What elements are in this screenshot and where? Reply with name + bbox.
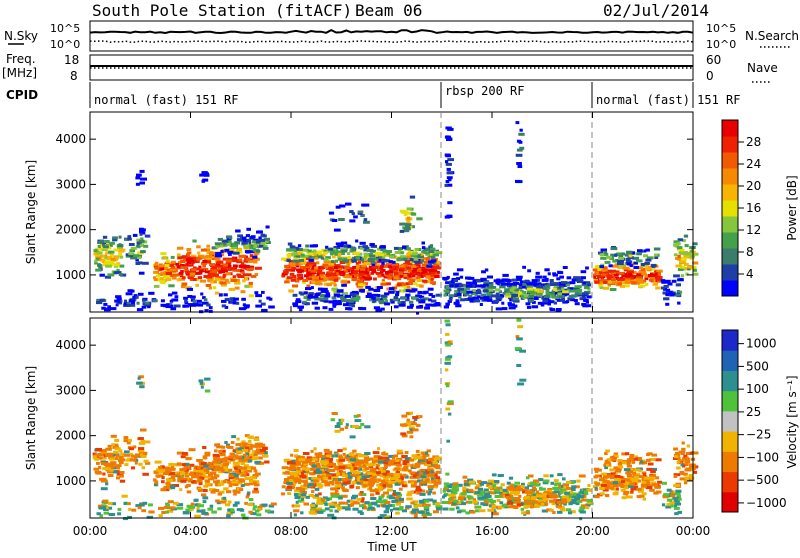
- nsearch-series-line: [90, 41, 693, 42]
- velocity-y-label: Slant Range [km]: [24, 366, 38, 470]
- y-tick-label: 3000: [55, 177, 86, 191]
- power-colorbar: 4 8 12 16 20 24 28 Power [dB]: [722, 120, 799, 297]
- nsearch-tick-top: 10^5: [706, 22, 736, 35]
- nsky-label: N.Sky: [4, 29, 38, 43]
- station-title: South Pole Station (fitACF): [92, 1, 352, 20]
- colorbar-swatch: [722, 472, 738, 493]
- colorbar-tick-label: 25: [746, 405, 761, 419]
- x-axis-label: Time UT: [366, 540, 417, 554]
- y-tick-label: 2000: [55, 223, 86, 237]
- colorbar-swatch: [722, 370, 738, 391]
- cpid-segment-2: rbsp 200 RF: [445, 84, 524, 98]
- velocity-colorbar-label: Velocity [m s⁻¹]: [785, 375, 799, 468]
- colorbar-swatch: [722, 492, 738, 513]
- x-tick-label: 12:00: [374, 524, 409, 538]
- colorbar-swatch: [722, 200, 738, 217]
- colorbar-tick-label: −25: [746, 428, 771, 442]
- colorbar-tick-label: 20: [746, 179, 761, 193]
- colorbar-tick-label: 500: [746, 359, 769, 373]
- x-tick-label: 08:00: [274, 524, 309, 538]
- beam-label: Beam 06: [355, 1, 422, 20]
- colorbar-tick-label: 24: [746, 157, 761, 171]
- colorbar-swatch: [722, 330, 738, 351]
- colorbar-swatch: [722, 264, 738, 281]
- x-tick-label: 04:00: [173, 524, 208, 538]
- x-tick-label: 20:00: [575, 524, 610, 538]
- colorbar-swatch: [722, 136, 738, 153]
- colorbar-swatch: [722, 152, 738, 169]
- freq-tick-top: 18: [64, 53, 79, 67]
- nsky-tick-top: 10^5: [50, 22, 80, 35]
- nsearch-tick-bottom: 10^0: [706, 38, 736, 51]
- x-tick-label: 16:00: [475, 524, 510, 538]
- y-tick-label: 4000: [55, 338, 86, 352]
- cpid-label: CPID: [6, 88, 38, 102]
- colorbar-tick-label: 1000: [746, 337, 777, 351]
- freq-panel: Freq. [MHz] 18 8 60 0 Nave: [2, 52, 778, 83]
- y-tick-label: 1000: [55, 268, 86, 282]
- y-tick-label: 2000: [55, 429, 86, 443]
- colorbar-tick-label: −500: [746, 473, 779, 487]
- colorbar-swatch: [722, 280, 738, 297]
- y-tick-label: 1000: [55, 474, 86, 488]
- colorbar-swatch: [722, 120, 738, 137]
- colorbar-tick-label: 12: [746, 223, 761, 237]
- y-tick-label: 3000: [55, 383, 86, 397]
- nave-label: Nave: [747, 61, 778, 75]
- nsky-panel: N.Sky 10^5 10^0 10^5 10^0 N.Search: [4, 21, 799, 51]
- colorbar-tick-label: 28: [746, 135, 761, 149]
- nave-tick-top: 60: [706, 53, 721, 67]
- power-y-label: Slant Range [km]: [24, 160, 38, 264]
- colorbar-tick-label: 8: [746, 245, 754, 259]
- nsearch-label: N.Search: [745, 29, 799, 43]
- colorbar-swatch: [722, 232, 738, 249]
- nsky-tick-bottom: 10^0: [50, 38, 80, 51]
- date-label: 02/Jul/2014: [603, 1, 709, 20]
- freq-unit: [MHz]: [2, 66, 37, 80]
- cpid-segment-3: normal (fast) 151 RF: [596, 93, 741, 107]
- velocity-scatter-data: [93, 319, 699, 521]
- colorbar-swatch: [722, 184, 738, 201]
- freq-tick-bottom: 8: [70, 69, 78, 83]
- colorbar-swatch: [722, 168, 738, 185]
- colorbar-tick-label: −100: [746, 450, 779, 464]
- power-scatter-data: [93, 121, 698, 315]
- power-colorbar-label: Power [dB]: [785, 175, 799, 240]
- colorbar-swatch: [722, 216, 738, 233]
- nave-tick-bottom: 0: [706, 69, 714, 83]
- colorbar-swatch: [722, 350, 738, 371]
- colorbar-swatch: [722, 411, 738, 432]
- colorbar-swatch: [722, 391, 738, 412]
- x-tick-label: 00:00: [676, 524, 711, 538]
- cpid-segment-1: normal (fast) 151 RF: [94, 93, 239, 107]
- freq-label: Freq.: [6, 52, 36, 66]
- power-panel: 1000 2000 3000 4000 Slant Range [km]: [24, 112, 698, 315]
- colorbar-swatch: [722, 431, 738, 452]
- colorbar-tick-label: 100: [746, 382, 769, 396]
- colorbar-tick-label: 16: [746, 201, 761, 215]
- colorbar-tick-label: −1000: [746, 496, 787, 510]
- nsky-series-line: [90, 30, 693, 33]
- x-tick-label: 00:00: [73, 524, 108, 538]
- colorbar-swatch: [722, 451, 738, 472]
- velocity-panel: 1000 2000 3000 4000 00:00 04:00 08:00 12:00 16:…: [24, 318, 710, 554]
- colorbar-swatch: [722, 248, 738, 265]
- colorbar-tick-label: 4: [746, 267, 754, 281]
- y-tick-label: 4000: [55, 132, 86, 146]
- velocity-colorbar: 1000 500 100 25 −25 −100 −500 −1000 Velocity [m…: [722, 330, 799, 513]
- cpid-panel: CPID normal (fast) 151 RF rbsp 200 RF no…: [6, 82, 741, 108]
